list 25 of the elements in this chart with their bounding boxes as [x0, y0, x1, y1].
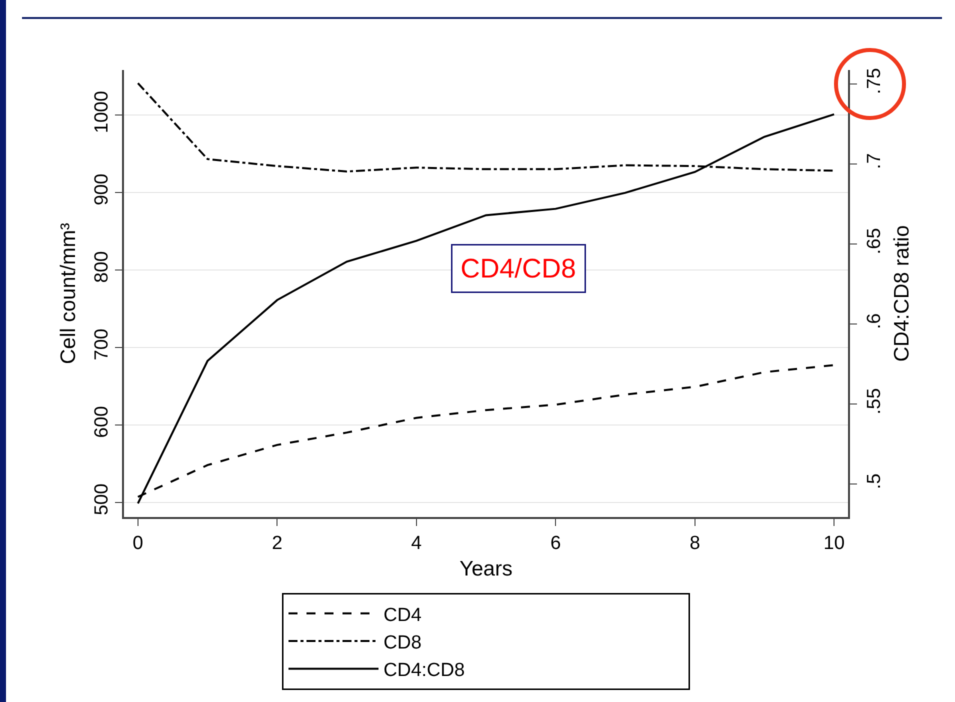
- x-tick-label: 0: [132, 532, 144, 554]
- y-axis-title: Cell count/mm³: [57, 222, 80, 364]
- y2-tick-label: .55: [864, 388, 885, 414]
- x-tick-label: 10: [824, 532, 845, 554]
- y-tick-label: 1000: [91, 90, 112, 134]
- y-tick-label: 900: [91, 174, 112, 206]
- legend-label: CD4: [384, 604, 422, 626]
- y-tick-label: 700: [91, 328, 112, 360]
- y2-tick-label: .5: [864, 473, 885, 490]
- x-tick-label: 2: [272, 532, 282, 554]
- x-tick-label: 8: [690, 532, 700, 554]
- y2-tick-label: .6: [864, 313, 885, 330]
- y-tick-label: 500: [91, 484, 112, 516]
- legend-label: CD8: [384, 632, 422, 654]
- x-axis-title: Years: [460, 558, 512, 580]
- y2-tick-label: .75: [864, 68, 885, 94]
- x-tick-label: 6: [550, 532, 561, 554]
- y2-tick-label: .65: [864, 228, 885, 254]
- legend-label: CD4:CD8: [384, 660, 465, 682]
- y-tick-label: 800: [91, 251, 112, 283]
- annotation: CD4/CD8: [460, 254, 576, 284]
- y-tick-label: 600: [91, 406, 112, 438]
- x-tick-label: 4: [411, 532, 422, 554]
- y2-tick-label: .7: [864, 153, 885, 170]
- y2-axis-title: CD4:CD8 ratio: [890, 225, 914, 362]
